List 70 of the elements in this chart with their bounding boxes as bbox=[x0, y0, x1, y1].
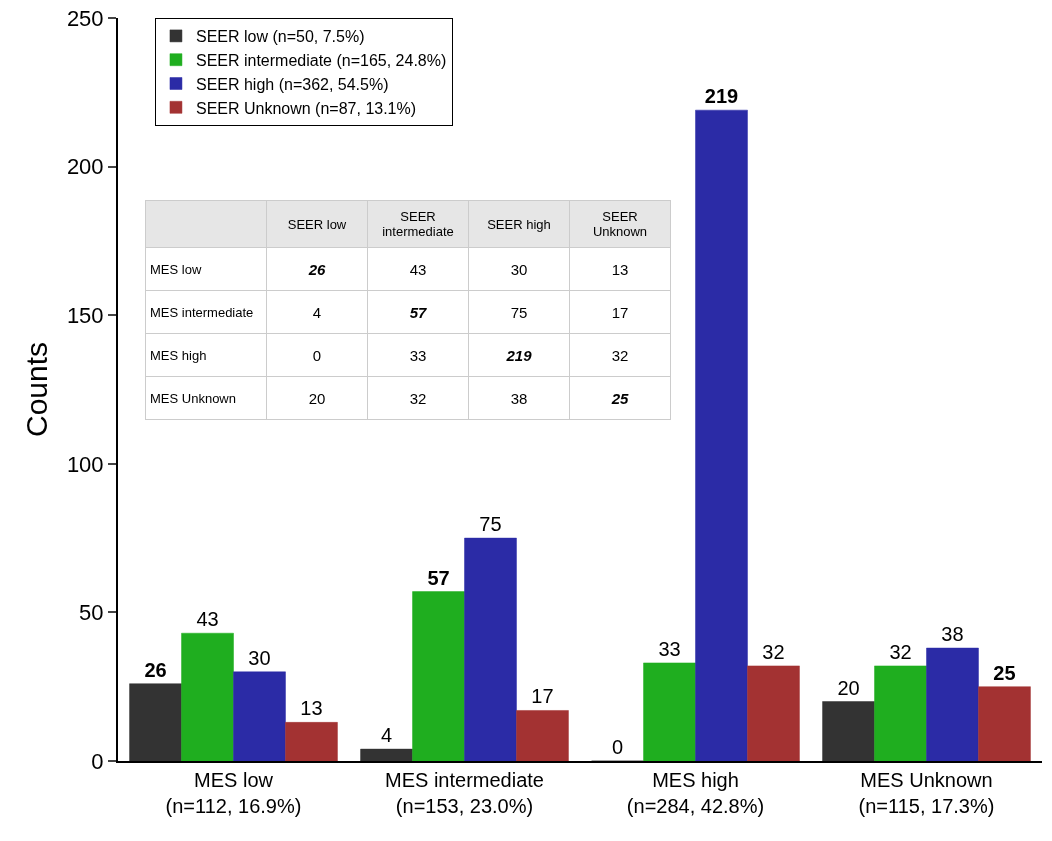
annotation: 32 bbox=[367, 376, 469, 420]
annotation: 43 bbox=[367, 247, 469, 291]
data-label: 43 bbox=[196, 608, 219, 631]
data-label: 38 bbox=[941, 623, 964, 646]
annotation: MES Unknown bbox=[145, 376, 267, 420]
data-label: 26 bbox=[144, 658, 167, 681]
bar bbox=[464, 537, 517, 761]
bar bbox=[129, 683, 182, 761]
data-label: 17 bbox=[531, 685, 554, 708]
annotation: 38 bbox=[468, 376, 570, 420]
annotation: 30 bbox=[468, 247, 570, 291]
bar bbox=[695, 109, 748, 761]
legend-label: SEER Unknown (n=87, 13.1%) bbox=[195, 99, 417, 117]
annotation: SEER low bbox=[266, 200, 368, 248]
legend-label: SEER high (n=362, 54.5%) bbox=[195, 75, 389, 93]
y-tick-label: 250 bbox=[66, 5, 104, 31]
x-tick-label: MES Unknown (n=115, 17.3%) bbox=[858, 769, 995, 817]
bar bbox=[181, 632, 234, 761]
bar bbox=[978, 686, 1031, 761]
bar bbox=[412, 591, 465, 761]
bar bbox=[643, 662, 696, 761]
x-tick-label: MES high (n=284, 42.8%) bbox=[626, 769, 765, 817]
data-label: 4 bbox=[380, 724, 393, 747]
y-tick-label: 100 bbox=[66, 451, 104, 477]
data-label: 20 bbox=[837, 676, 860, 699]
y-tick-label: 0 bbox=[91, 748, 104, 774]
annotation: 26 bbox=[308, 260, 326, 278]
annotation: SEER high bbox=[468, 200, 570, 248]
annotation: SEER Unknown bbox=[569, 200, 671, 248]
annotation: MES high bbox=[145, 333, 267, 377]
annotation: 25 bbox=[611, 389, 629, 407]
bar bbox=[822, 701, 875, 761]
x-tick-label: MES low (n=112, 16.9%) bbox=[165, 769, 302, 817]
bar bbox=[874, 665, 927, 761]
annotation: 20 bbox=[266, 376, 368, 420]
annotation: 17 bbox=[569, 290, 671, 334]
annotation: 33 bbox=[367, 333, 469, 377]
y-tick-label: 50 bbox=[79, 600, 104, 626]
x-tick-label: MES intermediate (n=153, 23.0%) bbox=[385, 769, 544, 817]
bar bbox=[285, 722, 338, 761]
bar bbox=[360, 748, 413, 761]
y-tick-label: 150 bbox=[66, 302, 104, 328]
bar bbox=[233, 671, 286, 761]
annotation: 219 bbox=[506, 346, 532, 364]
bar bbox=[516, 710, 569, 761]
legend-label: SEER low (n=50, 7.5%) bbox=[195, 28, 365, 46]
annotation: MES low bbox=[145, 247, 267, 291]
data-label: 32 bbox=[889, 640, 912, 663]
legend-label: SEER intermediate (n=165, 24.8%) bbox=[195, 51, 447, 69]
data-label: 33 bbox=[658, 637, 681, 660]
annotation: 13 bbox=[569, 247, 671, 291]
y-tick-label: 200 bbox=[66, 154, 104, 180]
bar bbox=[926, 647, 979, 761]
annotation: MES intermediate bbox=[145, 290, 267, 334]
data-label: 75 bbox=[479, 513, 502, 536]
annotation: SEER intermediate bbox=[367, 200, 469, 248]
data-label: 13 bbox=[300, 697, 323, 720]
data-label: 25 bbox=[993, 661, 1016, 684]
bar bbox=[747, 665, 800, 761]
annotation: 57 bbox=[409, 303, 427, 321]
data-label: 32 bbox=[762, 640, 785, 663]
annotation: 32 bbox=[569, 333, 671, 377]
y-axis-title: Counts bbox=[20, 341, 53, 438]
annotation: 4 bbox=[266, 290, 368, 334]
data-label: 57 bbox=[427, 566, 450, 589]
annotation: 75 bbox=[468, 290, 570, 334]
annotation: 0 bbox=[266, 333, 368, 377]
data-label: 219 bbox=[704, 85, 739, 108]
data-label: 0 bbox=[611, 736, 624, 758]
data-label: 30 bbox=[248, 646, 271, 669]
